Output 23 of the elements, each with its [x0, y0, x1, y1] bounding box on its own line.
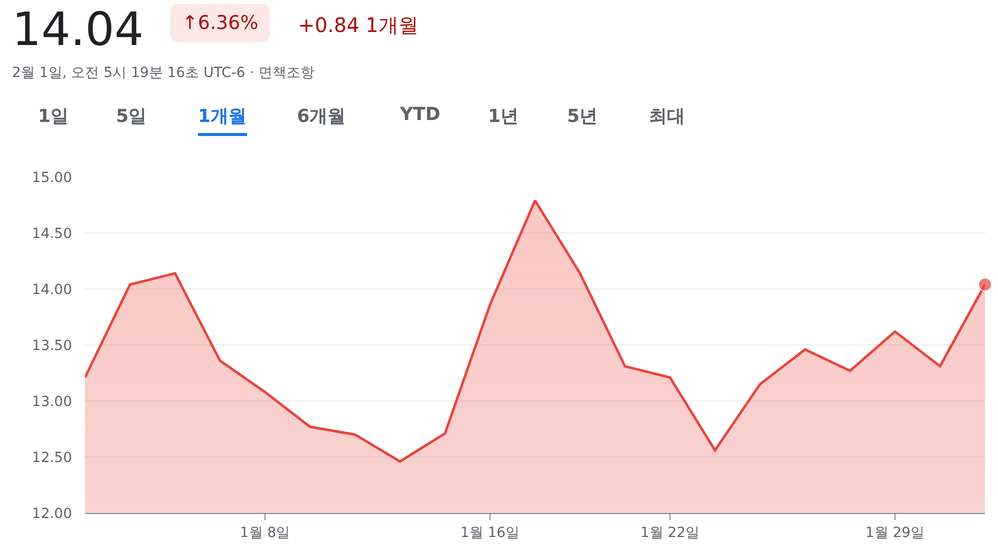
chart-title: 14.04 — [12, 2, 144, 56]
text: ↑6.36% — [170, 4, 270, 42]
text: 1년 — [488, 105, 519, 128]
x-tick-label: 1월 8일 — [240, 524, 290, 541]
text: +0.84 1개월 — [298, 12, 418, 39]
y-tick-label: 12.00 — [32, 506, 72, 522]
chart-subtitle: 2월 1일, 오전 5시 19분 16초 UTC-6 · 면책조항 — [12, 64, 315, 82]
text: 최대 — [649, 105, 685, 128]
x-tick-label: 1월 29일 — [865, 524, 925, 541]
y-tick-label: 13.50 — [32, 338, 72, 354]
text: 1개월 — [198, 104, 247, 136]
text: YTD — [400, 104, 440, 125]
text: 5년 — [567, 105, 598, 128]
y-tick-label: 13.00 — [32, 394, 72, 410]
text: 5일 — [116, 105, 147, 128]
x-tick-label: 1월 22일 — [640, 524, 700, 541]
text: 6개월 — [297, 105, 346, 128]
x-tick-label: 1월 16일 — [460, 524, 520, 541]
y-tick-label: 12.50 — [32, 450, 72, 466]
y-tick-label: 15.00 — [32, 170, 72, 186]
y-tick-label: 14.00 — [32, 282, 72, 298]
text: 1일 — [38, 105, 69, 128]
y-tick-label: 14.50 — [32, 226, 72, 242]
